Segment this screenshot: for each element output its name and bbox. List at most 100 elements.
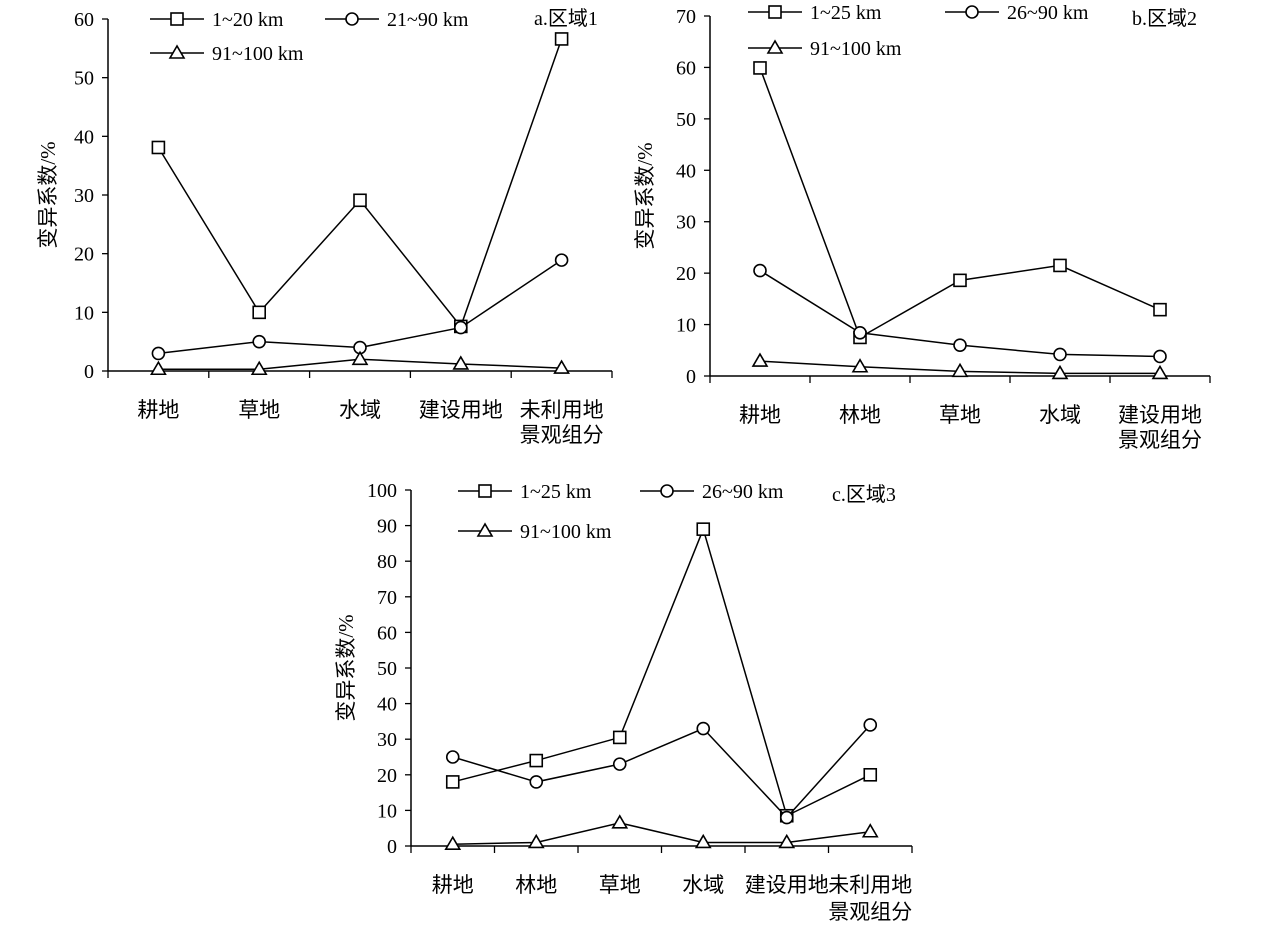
legend-marker-square: [478, 484, 492, 498]
panel-label: a.区域1: [534, 7, 598, 30]
data-point-triangle: [553, 359, 570, 374]
data-point-triangle: [751, 352, 769, 367]
y-tick-label: 40: [676, 160, 696, 182]
y-tick-label: 20: [74, 244, 94, 266]
data-point-triangle: [611, 814, 629, 829]
data-point-square: [353, 193, 367, 208]
legend-marker-circle: [965, 5, 979, 19]
data-point-square: [612, 730, 627, 745]
y-tick-label: 50: [676, 109, 696, 131]
data-point-circle: [863, 718, 878, 732]
y-tick-label: 90: [377, 516, 397, 538]
legend-marker-triangle: [168, 44, 186, 59]
data-point-square: [953, 273, 967, 288]
data-point-square: [696, 522, 711, 536]
y-tick-label: 10: [74, 302, 94, 324]
data-point-circle: [554, 253, 569, 267]
series-line-square: [759, 67, 1161, 339]
x-axis-title: 景观组分: [520, 423, 604, 447]
y-tick-label: 40: [377, 694, 397, 716]
x-category-label: 未利用地: [520, 398, 604, 422]
data-point-square: [1053, 258, 1067, 273]
series-line-triangle: [452, 822, 871, 845]
data-point-circle: [953, 338, 967, 352]
data-point-triangle: [452, 355, 470, 370]
legend-marker-square: [768, 5, 782, 19]
y-tick-label: 50: [74, 68, 94, 90]
legend-label: 26~90 km: [1007, 2, 1089, 24]
panel-label: b.区域2: [1132, 7, 1197, 30]
y-tick-label: 70: [676, 6, 696, 28]
data-point-circle: [529, 775, 544, 789]
y-tick-label: 40: [74, 126, 94, 148]
data-point-circle: [612, 757, 627, 771]
legend-marker-circle: [660, 484, 674, 498]
legend-label: 91~100 km: [212, 43, 304, 65]
data-point-triangle: [861, 823, 879, 838]
data-point-square: [252, 305, 266, 320]
y-tick-label: 30: [74, 185, 94, 207]
data-point-triangle: [694, 833, 712, 849]
x-category-label: 耕地: [739, 403, 781, 427]
legend-label: 1~25 km: [520, 481, 592, 503]
data-point-triangle: [778, 833, 796, 849]
x-category-label: 草地: [939, 403, 981, 427]
data-point-circle: [753, 263, 767, 278]
y-tick-label: 60: [377, 622, 397, 644]
data-point-square: [529, 753, 544, 768]
y-tick-label: 20: [676, 263, 696, 285]
x-axis-title: 景观组分: [828, 900, 912, 924]
data-point-circle: [853, 325, 867, 340]
data-point-triangle: [351, 350, 369, 366]
legend-marker-circle: [345, 12, 359, 26]
x-category-label: 草地: [238, 398, 280, 422]
data-point-square: [753, 61, 767, 75]
y-tick-label: 60: [676, 57, 696, 79]
series-line-circle: [452, 724, 871, 819]
data-point-circle: [696, 721, 711, 736]
y-tick-label: 0: [686, 366, 696, 388]
legend-marker-square: [170, 12, 184, 26]
y-axis-title: 变异系数/%: [36, 141, 60, 248]
x-category-label: 林地: [515, 873, 557, 897]
data-point-circle: [252, 334, 267, 349]
x-category-label: 水域: [1039, 403, 1081, 427]
x-category-label: 耕地: [137, 398, 179, 422]
legend-marker-triangle: [766, 39, 784, 54]
x-category-label: 水域: [682, 873, 724, 897]
y-tick-label: 10: [676, 315, 696, 337]
legend-label: 91~100 km: [810, 38, 902, 60]
series-line-square: [157, 38, 563, 328]
y-tick-label: 0: [84, 361, 94, 383]
legend-label: 91~100 km: [520, 521, 612, 543]
data-point-triangle: [1151, 364, 1169, 380]
data-point-square: [554, 32, 569, 46]
y-tick-label: 20: [377, 765, 397, 787]
y-axis-title: 变异系数/%: [334, 614, 358, 721]
y-tick-label: 30: [676, 212, 696, 234]
y-tick-label: 50: [377, 658, 397, 680]
legend-label: 1~25 km: [810, 2, 882, 24]
y-tick-label: 100: [367, 480, 397, 502]
legend-label: 1~20 km: [212, 9, 284, 31]
legend-label: 21~90 km: [387, 9, 469, 31]
series-line-square: [452, 526, 871, 817]
data-point-triangle: [527, 833, 545, 849]
x-category-label: 耕地: [432, 873, 474, 897]
legend-marker-triangle: [476, 522, 494, 537]
y-tick-label: 10: [377, 800, 397, 822]
data-point-square: [863, 767, 878, 782]
data-point-circle: [779, 810, 794, 825]
x-category-label: 林地: [839, 403, 881, 427]
x-category-label: 未利用地: [828, 873, 912, 897]
y-tick-label: 0: [387, 836, 397, 858]
data-point-square: [151, 140, 166, 155]
y-tick-label: 30: [377, 729, 397, 751]
y-tick-label: 80: [377, 551, 397, 573]
data-point-square: [1153, 302, 1167, 317]
data-point-circle: [1053, 347, 1067, 362]
chart-region-3: 0 10 20 30 40 50 60 70 80 90 100 耕地 林地 草地 水域 建设用地 未利用地景观…: [334, 480, 913, 924]
